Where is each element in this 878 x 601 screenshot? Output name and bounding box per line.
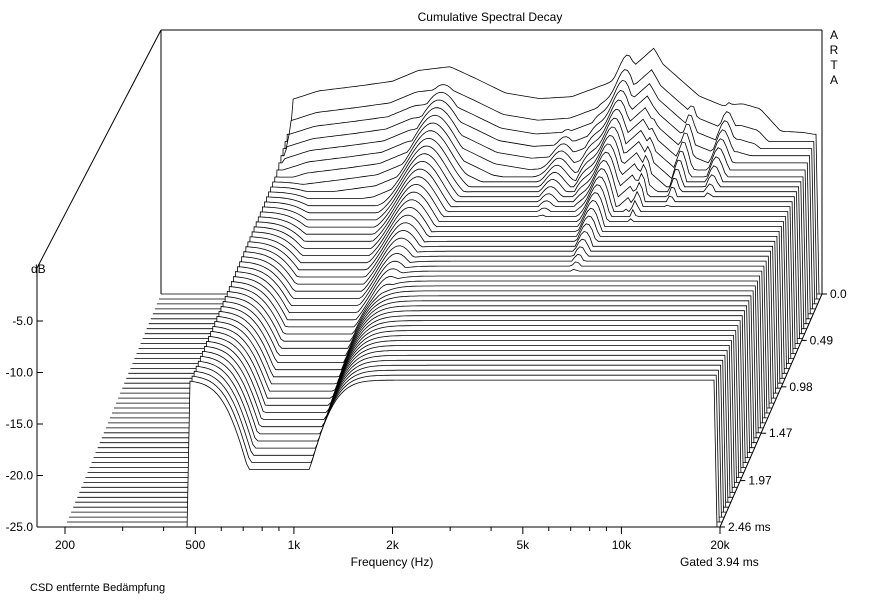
x-axis-label: Frequency (Hz) bbox=[351, 555, 434, 569]
time-tick-label: 1.97 bbox=[748, 474, 772, 488]
time-tick-label: 0.49 bbox=[810, 333, 834, 347]
db-tick-label: -25.0 bbox=[6, 520, 34, 534]
time-tick-label: 1.47 bbox=[769, 426, 793, 440]
decay-slices bbox=[65, 47, 822, 528]
arta-letter: A bbox=[829, 28, 838, 42]
y-axis-label: dB bbox=[31, 262, 46, 276]
arta-letter: A bbox=[829, 73, 838, 87]
frequency-tick-label: 10k bbox=[612, 538, 632, 552]
db-tick-label: -5.0 bbox=[12, 314, 33, 328]
db-tick-label: -15.0 bbox=[6, 417, 34, 431]
frequency-axis: 200 500 1k 2k 5k 10k 20k bbox=[37, 526, 731, 552]
db-axis: -25.0 -20.0 -15.0 -10.0 -5.0 bbox=[6, 314, 43, 534]
time-tick-label: 0.0 bbox=[830, 287, 847, 301]
frequency-tick-label: 200 bbox=[55, 538, 75, 552]
time-tick-label: 0.98 bbox=[789, 380, 813, 394]
frequency-tick-label: 1k bbox=[288, 538, 302, 552]
chart-title: Cumulative Spectral Decay bbox=[418, 10, 563, 24]
chart-frame bbox=[36, 29, 823, 527]
arta-letter: T bbox=[830, 58, 838, 72]
db-tick-label: -20.0 bbox=[6, 469, 34, 483]
decay-slice bbox=[65, 379, 720, 528]
frequency-tick-label: 5k bbox=[516, 538, 530, 552]
frequency-tick-label: 20k bbox=[710, 538, 730, 552]
time-tick-label: 2.46 ms bbox=[728, 520, 771, 534]
frequency-tick-label: 2k bbox=[386, 538, 400, 552]
footer-caption: CSD entfernte Bedämpfung bbox=[30, 582, 166, 594]
frame-diagonal-edge bbox=[36, 29, 162, 269]
db-tick-label: -10.0 bbox=[6, 366, 34, 380]
frequency-tick-label: 500 bbox=[185, 538, 205, 552]
time-axis: 0.0 0.49 0.98 1.47 1.97 2.46 ms bbox=[719, 287, 847, 534]
time-axis-line bbox=[719, 293, 823, 528]
gated-label: Gated 3.94 ms bbox=[680, 555, 759, 569]
arta-letter: R bbox=[829, 43, 839, 57]
